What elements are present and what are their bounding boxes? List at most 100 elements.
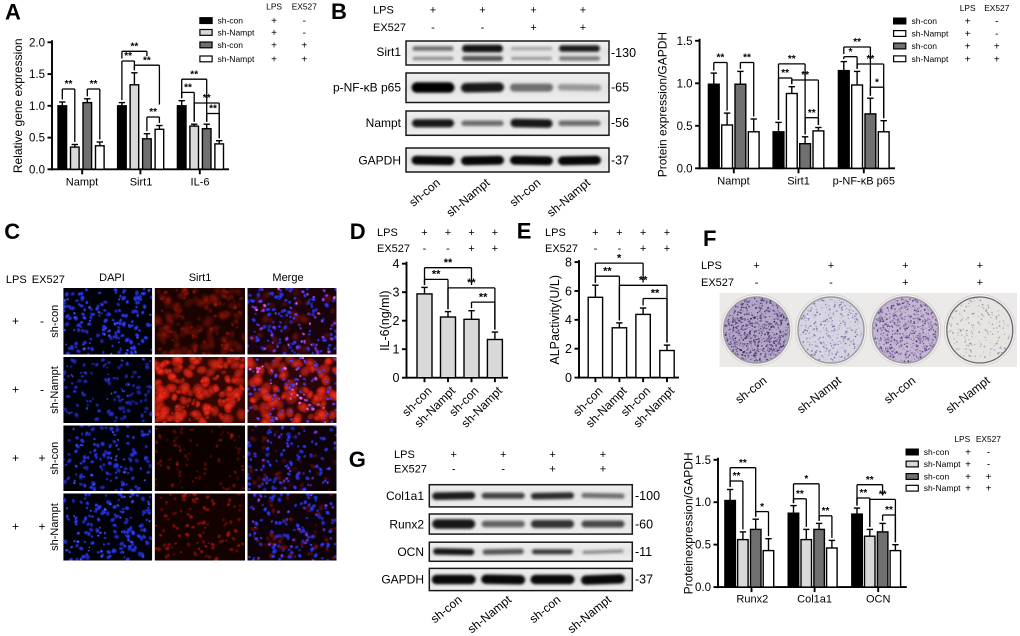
svg-text:+: + bbox=[271, 28, 277, 39]
svg-text:*: * bbox=[617, 252, 622, 264]
svg-text:-: - bbox=[987, 448, 990, 459]
svg-text:**: ** bbox=[822, 506, 830, 517]
svg-text:sh-con: sh-con bbox=[218, 40, 244, 50]
svg-text:**: ** bbox=[479, 291, 488, 303]
svg-text:-: - bbox=[446, 243, 450, 255]
svg-text:**: ** bbox=[717, 53, 725, 64]
svg-text:**: ** bbox=[467, 277, 476, 289]
svg-text:p-NF-κB p65: p-NF-κB p65 bbox=[333, 81, 401, 95]
svg-text:F: F bbox=[703, 226, 716, 251]
svg-text:+: + bbox=[640, 227, 646, 239]
svg-text:Sirt1: Sirt1 bbox=[376, 45, 401, 59]
svg-text:-: - bbox=[618, 243, 622, 255]
svg-text:0.5: 0.5 bbox=[29, 133, 45, 145]
svg-text:0: 0 bbox=[565, 371, 572, 385]
svg-text:IL-6: IL-6 bbox=[191, 177, 210, 189]
svg-text:**: ** bbox=[885, 505, 893, 516]
svg-text:+: + bbox=[12, 314, 19, 328]
svg-text:-: - bbox=[995, 29, 998, 40]
svg-text:**: ** bbox=[866, 475, 874, 486]
svg-text:-: - bbox=[481, 22, 485, 34]
svg-text:sh-con: sh-con bbox=[924, 447, 950, 457]
svg-text:3: 3 bbox=[393, 286, 400, 300]
svg-text:Relative gene expression: Relative gene expression bbox=[11, 38, 25, 173]
svg-text:EX527: EX527 bbox=[377, 243, 410, 255]
svg-text:GAPDH: GAPDH bbox=[358, 154, 401, 168]
svg-text:LPS: LPS bbox=[394, 449, 415, 461]
svg-text:sh-con: sh-con bbox=[912, 41, 938, 51]
svg-text:DAPI: DAPI bbox=[99, 272, 125, 284]
svg-text:+: + bbox=[977, 277, 983, 289]
svg-text:**: ** bbox=[796, 489, 804, 500]
svg-text:+: + bbox=[664, 227, 670, 239]
svg-text:+: + bbox=[530, 5, 536, 17]
svg-text:sh-con: sh-con bbox=[49, 442, 61, 475]
svg-text:8: 8 bbox=[565, 256, 572, 270]
svg-text:sh-Nampt: sh-Nampt bbox=[924, 459, 961, 469]
svg-text:GAPDH: GAPDH bbox=[381, 573, 424, 587]
svg-text:LPS: LPS bbox=[6, 274, 27, 286]
svg-text:+: + bbox=[421, 227, 427, 239]
svg-text:+: + bbox=[445, 227, 451, 239]
svg-text:-65: -65 bbox=[611, 81, 629, 95]
svg-text:+: + bbox=[12, 520, 19, 534]
svg-text:2: 2 bbox=[565, 342, 572, 356]
svg-text:-37: -37 bbox=[635, 573, 653, 587]
svg-text:-: - bbox=[594, 243, 598, 255]
svg-text:+: + bbox=[902, 277, 908, 289]
svg-text:LPS: LPS bbox=[954, 434, 970, 444]
svg-text:Sirt1: Sirt1 bbox=[787, 176, 810, 188]
svg-text:**: ** bbox=[788, 54, 796, 65]
svg-text:+: + bbox=[994, 54, 1000, 65]
svg-text:1.5: 1.5 bbox=[695, 455, 711, 467]
svg-text:4: 4 bbox=[565, 313, 572, 327]
svg-text:**: ** bbox=[853, 37, 861, 48]
svg-text:**: ** bbox=[733, 471, 741, 482]
svg-text:**: ** bbox=[90, 79, 98, 90]
svg-text:+: + bbox=[965, 17, 971, 28]
svg-text:LPS: LPS bbox=[266, 2, 282, 12]
svg-text:-60: -60 bbox=[635, 518, 653, 532]
svg-text:Col1a1: Col1a1 bbox=[797, 594, 832, 606]
svg-text:**: ** bbox=[879, 490, 887, 501]
svg-text:**: ** bbox=[867, 54, 875, 65]
svg-text:0.0: 0.0 bbox=[677, 163, 693, 175]
svg-text:*: * bbox=[875, 77, 879, 88]
svg-text:**: ** bbox=[65, 79, 73, 90]
svg-text:EX527: EX527 bbox=[394, 464, 427, 476]
svg-text:**: ** bbox=[739, 458, 747, 469]
svg-text:**: ** bbox=[131, 42, 139, 53]
svg-text:+: + bbox=[965, 472, 971, 483]
svg-text:sh-Nampt: sh-Nampt bbox=[218, 27, 255, 37]
svg-text:+: + bbox=[986, 472, 992, 483]
svg-text:**: ** bbox=[149, 107, 157, 118]
svg-text:Runx2: Runx2 bbox=[389, 518, 424, 532]
svg-text:-56: -56 bbox=[611, 116, 629, 130]
svg-text:+: + bbox=[986, 484, 992, 495]
svg-text:Col1a1: Col1a1 bbox=[386, 489, 424, 503]
svg-text:**: ** bbox=[808, 108, 816, 119]
svg-text:+: + bbox=[828, 260, 834, 272]
svg-text:sh-Nampt: sh-Nampt bbox=[912, 29, 949, 39]
svg-text:**: ** bbox=[143, 55, 151, 66]
svg-text:sh-Nampt: sh-Nampt bbox=[912, 54, 949, 64]
svg-text:**: ** bbox=[603, 265, 612, 277]
svg-text:**: ** bbox=[184, 83, 192, 94]
svg-text:sh-Nampt: sh-Nampt bbox=[218, 54, 255, 64]
svg-text:0.0: 0.0 bbox=[695, 582, 711, 594]
svg-text:EX527: EX527 bbox=[984, 3, 1009, 13]
svg-text:+: + bbox=[965, 448, 971, 459]
svg-text:+: + bbox=[994, 42, 1000, 53]
svg-text:**: ** bbox=[801, 70, 809, 81]
svg-text:+: + bbox=[12, 451, 19, 465]
svg-text:+: + bbox=[492, 227, 498, 239]
svg-text:sh-con: sh-con bbox=[912, 16, 938, 26]
svg-text:-37: -37 bbox=[611, 154, 629, 168]
svg-text:+: + bbox=[965, 460, 971, 471]
svg-text:**: ** bbox=[781, 68, 789, 79]
svg-text:**: ** bbox=[209, 104, 217, 115]
svg-text:sh-Nampt: sh-Nampt bbox=[924, 483, 961, 493]
svg-text:OCN: OCN bbox=[866, 594, 891, 606]
svg-text:E: E bbox=[517, 219, 532, 244]
svg-text:1.0: 1.0 bbox=[29, 101, 45, 113]
